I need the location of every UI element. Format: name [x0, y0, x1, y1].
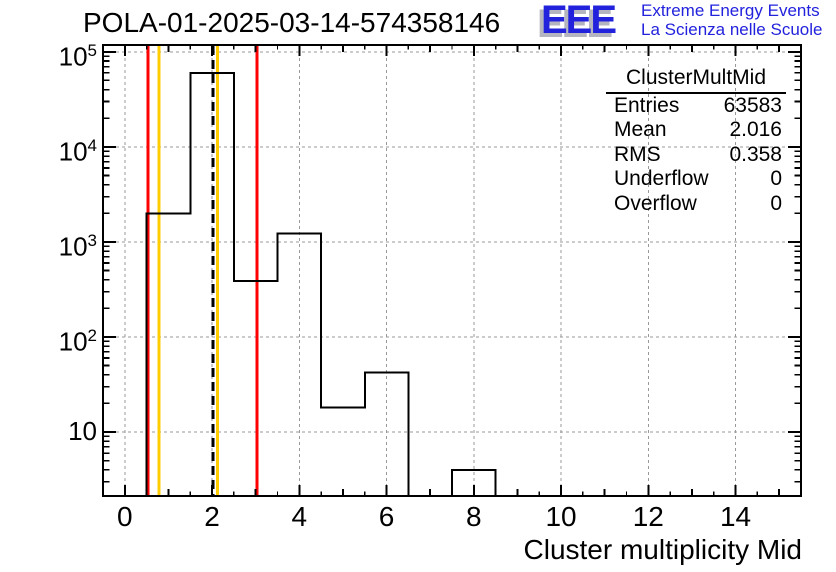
stats-value: 2.016 — [729, 118, 782, 142]
x-tick-label: 12 — [632, 501, 664, 532]
stats-box-title: ClusterMultMid — [606, 66, 786, 94]
logo-tagline-2: La Scienza nelle Scuole — [641, 20, 823, 39]
x-tick-label: 6 — [378, 501, 395, 532]
stats-label: Entries — [614, 94, 680, 117]
x-tick-label: 2 — [204, 501, 220, 532]
y-tick-label: 104 — [58, 135, 97, 167]
logo-tagline-1: Extreme Energy Events — [641, 1, 820, 20]
x-tick-label: 0 — [117, 501, 133, 532]
x-tick-label: 14 — [719, 501, 752, 532]
stats-value: 0 — [770, 167, 782, 191]
stats-row-overflow: Overflow 0 — [606, 192, 786, 216]
y-tick-label: 103 — [58, 230, 97, 262]
stats-value: 63583 — [723, 94, 782, 117]
y-tick-label: 10 — [68, 415, 97, 446]
y-tick-label: 102 — [58, 325, 97, 357]
stats-label: RMS — [614, 142, 661, 166]
x-tick-label: 8 — [466, 501, 482, 532]
stats-row-rms: RMS 0.358 — [606, 143, 786, 167]
stats-value: 0.358 — [729, 142, 782, 166]
y-tick-label: 105 — [58, 40, 97, 72]
x-tick-label: 4 — [291, 501, 308, 532]
eee-logo: EEE — [541, 0, 617, 42]
stats-label: Overflow — [614, 191, 697, 215]
x-axis-title: Cluster multiplicity Mid — [523, 534, 803, 565]
x-tick-label: 10 — [545, 501, 577, 532]
stats-row-mean: Mean 2.016 — [606, 118, 786, 142]
stats-box: ClusterMultMid Entries 63583 Mean 2.016 … — [606, 66, 786, 216]
page-title: POLA-01-2025-03-14-574358146 — [83, 7, 501, 38]
stats-row-entries: Entries 63583 — [606, 94, 786, 118]
stats-label: Mean — [614, 118, 667, 142]
stats-value: 0 — [770, 191, 782, 215]
stats-label: Underflow — [614, 167, 709, 191]
stats-row-underflow: Underflow 0 — [606, 167, 786, 191]
